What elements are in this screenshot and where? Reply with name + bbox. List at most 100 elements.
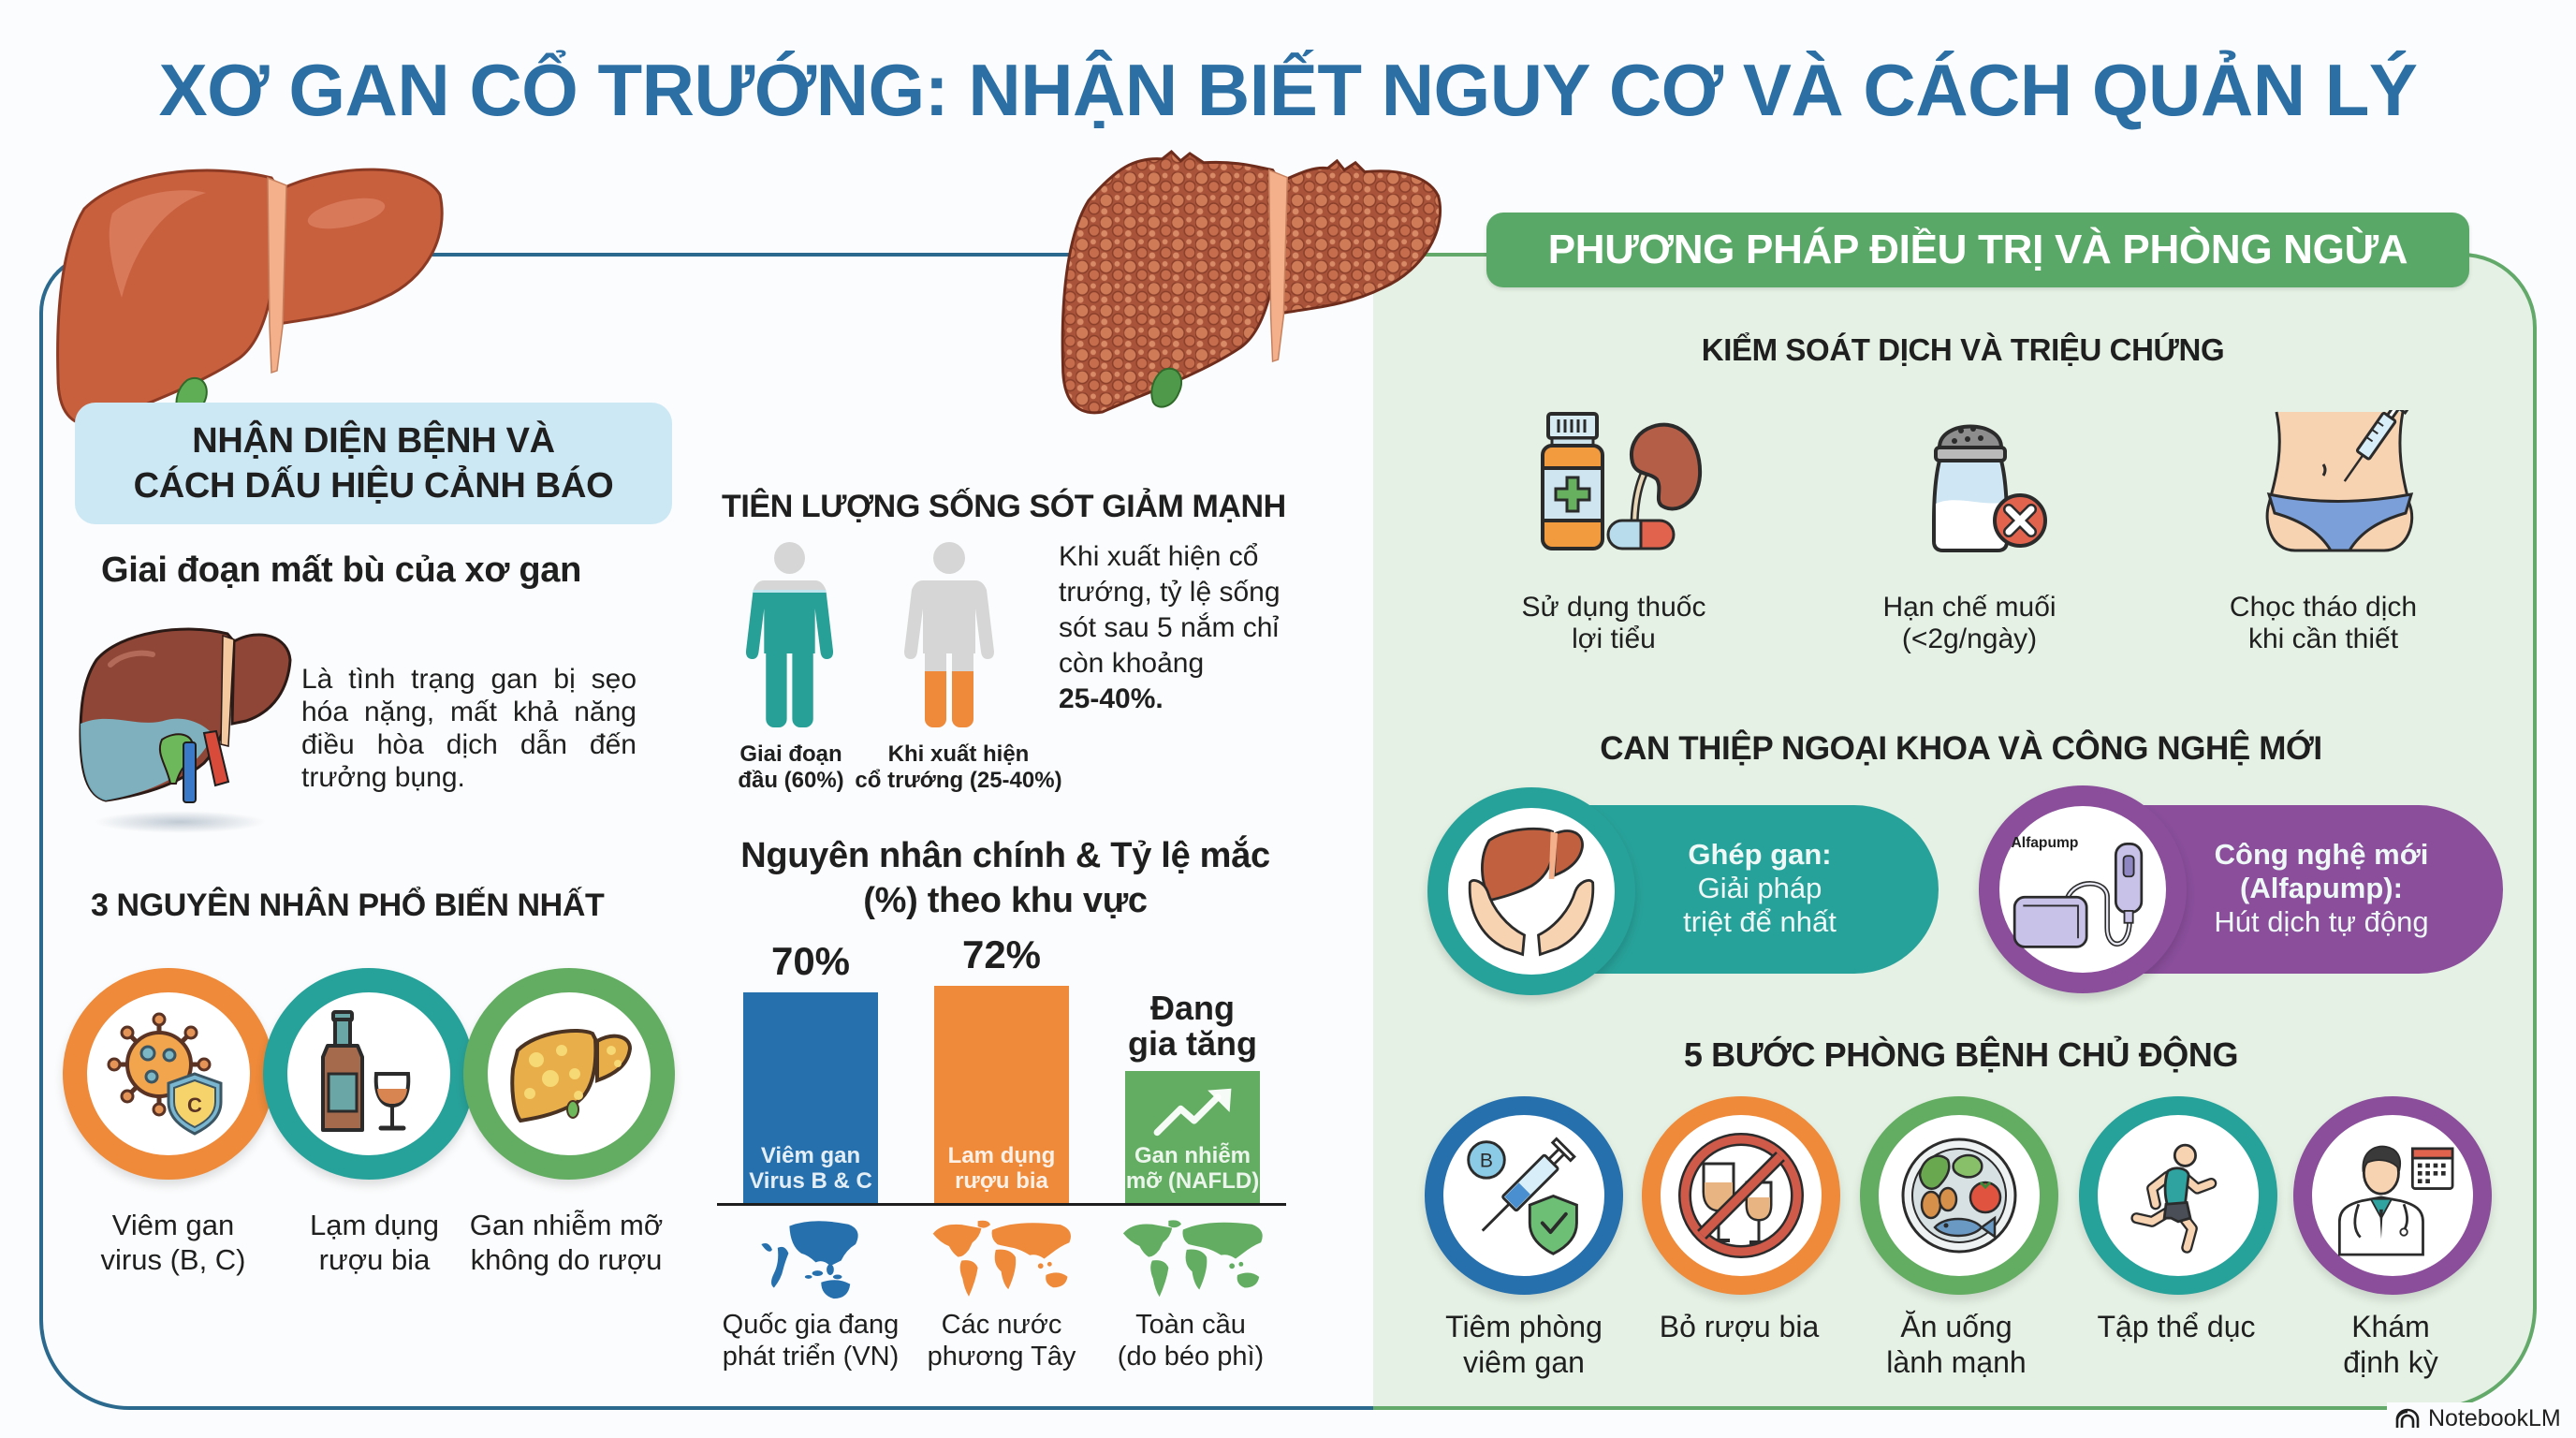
- recognition-heading-line-1: NHẬN DIỆN BỆNH VÀ: [192, 421, 555, 461]
- region-label-line: Quốc gia đang: [722, 1310, 900, 1340]
- surgery-title: CAN THIỆP NGOẠI KHOA VÀ CÔNG NGHỆ MỚI: [1600, 730, 2322, 767]
- alfapump-text-title: (Alfapump):: [2240, 872, 2403, 904]
- healthy-liver-icon: [56, 168, 444, 427]
- person-icon-ascites-stage: [904, 542, 994, 727]
- step-label-vaccination: Tiêm phòng viêm gan: [1445, 1309, 1603, 1380]
- figure-label-ascites-stage: Khi xuất hiện cổ trướng (25-40%): [855, 741, 1061, 794]
- bar-column-nafld: Đang gia tăng Gan nhiễm mỡ (NAFLD): [1125, 990, 1260, 1203]
- notebooklm-brand: NotebookLM: [2428, 1404, 2561, 1431]
- salt-shaker-no-icon: [1932, 424, 2047, 552]
- chart-title-line: Nguyên nhân chính & Tỷ lệ mắc: [740, 836, 1270, 875]
- bar-inner-label: Gan nhiễm mỡ (NAFLD): [1125, 1143, 1260, 1194]
- symptom-label-paracentesis: Chọc tháo dịch khi cần thiết: [2230, 592, 2417, 655]
- prognosis-title: TIÊN LƯỢNG SỐNG SÓT GIẢM MẠNH: [722, 489, 1286, 524]
- trending-up-icon: [1153, 1088, 1232, 1137]
- prognosis-note: Khi xuất hiện cổ trướng, tỷ lệ sống sót …: [1059, 539, 1281, 717]
- alfapump-text: Công nghệ mới (Alfapump): Hút dịch tự độ…: [2214, 838, 2428, 939]
- alfapump-text-title: Công nghệ mới: [2214, 838, 2429, 871]
- diuretic-medicine-kidney-icon: [1541, 412, 1703, 550]
- cause-label-line: Viêm gan: [111, 1209, 235, 1241]
- bar-label-line: mỡ (NAFLD): [1125, 1168, 1260, 1194]
- symptom-label-line: Hạn chế muối: [1882, 592, 2056, 623]
- bar-column-alcohol: 72% Lam dụng rượu bia: [934, 933, 1069, 1203]
- transplant-text: Ghép gan: Giải pháp triệt để nhất: [1683, 838, 1837, 939]
- figure-label-line: cổ trướng (25-40%): [855, 768, 1062, 793]
- bar-value-line: gia tăng: [1127, 1024, 1257, 1063]
- cause-label-line: không do rượu: [470, 1243, 663, 1276]
- bar-label-line: Lam dụng: [947, 1143, 1056, 1168]
- region-label-line: phương Tây: [927, 1342, 1076, 1372]
- bar-value-label: 70%: [770, 938, 851, 983]
- cause-label-fatty-liver: Gan nhiễm mỡ không do rượu: [470, 1208, 663, 1277]
- step-label-line: Tiêm phòng: [1445, 1310, 1603, 1343]
- bar-label-line: Viêm gan: [760, 1143, 861, 1168]
- hands-holding-liver-icon: [1468, 827, 1595, 957]
- bar-column-hepatitis: 70% Viêm gan Virus B & C: [743, 938, 878, 1203]
- causes-title: 3 NGUYÊN NHÂN PHỔ BIẾN NHẤT: [91, 888, 605, 923]
- stage-description: Là tình trạng gan bị sẹo hóa nặng, mất k…: [301, 663, 637, 794]
- symptom-label-line: (<2g/ngày): [1901, 624, 2038, 654]
- illustration-shadow: [94, 811, 267, 833]
- doctor-calendar-icon: [2337, 1145, 2454, 1256]
- step-label-healthy-eating: Ăn uống lành mạnh: [1886, 1309, 2026, 1380]
- note-highlight: 25-40%.: [1059, 683, 1164, 714]
- bar-value-label: 72%: [961, 932, 1042, 977]
- treatment-header: PHƯƠNG PHÁP ĐIỀU TRỊ VÀ PHÒNG NGỪA: [1486, 213, 2469, 287]
- cause-ring-fatty-liver: [463, 968, 675, 1180]
- region-label-global: Toàn cầu (do béo phì): [1118, 1309, 1264, 1372]
- bar-nafld: Gan nhiễm mỡ (NAFLD): [1125, 1071, 1260, 1203]
- svg-text:Alfapump: Alfapump: [2011, 835, 2078, 851]
- step-ring-vaccination: B: [1425, 1096, 1623, 1295]
- bar-chart: 70% Viêm gan Virus B & C 72% Lam dụng rư…: [717, 927, 1286, 1206]
- alfapump-icon-circle: Alfapump: [1979, 785, 2187, 993]
- bar-value-label: Đang gia tăng: [1128, 990, 1257, 1062]
- bar-label-line: Virus B & C: [749, 1168, 872, 1194]
- cause-label-hepatitis: Viêm gan virus (B, C): [101, 1208, 246, 1277]
- step-ring-healthy-eating: [1860, 1096, 2058, 1295]
- symptom-label-line: Chọc tháo dịch: [2229, 592, 2418, 623]
- step-label-line: lành mạnh: [1886, 1345, 2027, 1379]
- runner-icon: [2130, 1143, 2217, 1254]
- alfapump-text-line: Hút dịch tự động: [2214, 905, 2429, 938]
- step-label-quit-alcohol: Bỏ rượu bia: [1660, 1309, 1819, 1344]
- step-ring-checkup: [2293, 1096, 2492, 1295]
- stage-description-line: trưởng bụng.: [301, 762, 465, 793]
- bar-inner-label: Lam dụng rượu bia: [934, 1143, 1069, 1194]
- chart-title-line: (%) theo khu vực: [863, 881, 1148, 920]
- symptom-label-line: khi cần thiết: [2247, 624, 2399, 654]
- world-map-icon-west: [932, 1220, 1071, 1297]
- cause-ring-alcohol: [263, 968, 475, 1180]
- step-label-line: định kỳ: [2343, 1345, 2438, 1379]
- stage-description-line: điều hòa dịch dẫn đến: [301, 729, 637, 760]
- step-label-checkup: Khám định kỳ: [2343, 1309, 2437, 1380]
- notebooklm-logo-icon: [2395, 1408, 2420, 1428]
- alcohol-bottle-glass-icon: [321, 1010, 411, 1132]
- step-label-exercise: Tập thể dục: [2098, 1309, 2256, 1344]
- no-alcohol-icon: [1678, 1133, 1804, 1258]
- cause-label-alcohol: Lạm dụng rượu bia: [310, 1208, 439, 1277]
- transplant-text-line: Giải pháp: [1697, 872, 1822, 904]
- vaccine-shield-icon: B: [1466, 1136, 1578, 1255]
- bar-value-line: Đang: [1149, 989, 1235, 1027]
- step-ring-exercise: [2079, 1096, 2277, 1295]
- transplant-icon-circle: [1427, 787, 1635, 995]
- stage-description-line: Là tình trạng gan bị sẹo: [301, 664, 637, 695]
- cause-label-line: rượu bia: [318, 1243, 431, 1276]
- region-label-western: Các nước phương Tây: [928, 1309, 1076, 1372]
- transplant-text-title: Ghép gan:: [1688, 838, 1832, 871]
- cause-label-line: Gan nhiễm mỡ: [469, 1209, 664, 1241]
- recognition-heading: NHẬN DIỆN BỆNH VÀ CÁCH DẤU HIỆU CẢNH BÁO: [75, 403, 672, 524]
- healthy-food-plate-icon: [1901, 1137, 2017, 1254]
- bar-alcohol: Lam dụng rượu bia: [934, 986, 1069, 1203]
- stage-title: Giai đoạn mất bù của xơ gan: [101, 550, 582, 590]
- region-label-line: (do béo phì): [1117, 1342, 1265, 1372]
- step-label-line: Tập thể dục: [2097, 1310, 2256, 1343]
- step-label-line: Bỏ rượu bia: [1659, 1310, 1820, 1343]
- notebooklm-watermark: NotebookLM: [2387, 1402, 2569, 1434]
- region-label-developing: Quốc gia đang phát triển (VN): [723, 1309, 900, 1372]
- figure-label-line: Khi xuất hiện: [887, 741, 1030, 767]
- note-line: sót sau 5 nắm chỉ: [1059, 612, 1280, 643]
- bar-label-line: Gan nhiễm: [1134, 1143, 1251, 1168]
- page-title: XƠ GAN CỔ TRƯỚNG: NHẬN BIẾT NGUY CƠ VÀ C…: [158, 49, 2418, 131]
- region-label-line: Toàn cầu: [1135, 1310, 1246, 1340]
